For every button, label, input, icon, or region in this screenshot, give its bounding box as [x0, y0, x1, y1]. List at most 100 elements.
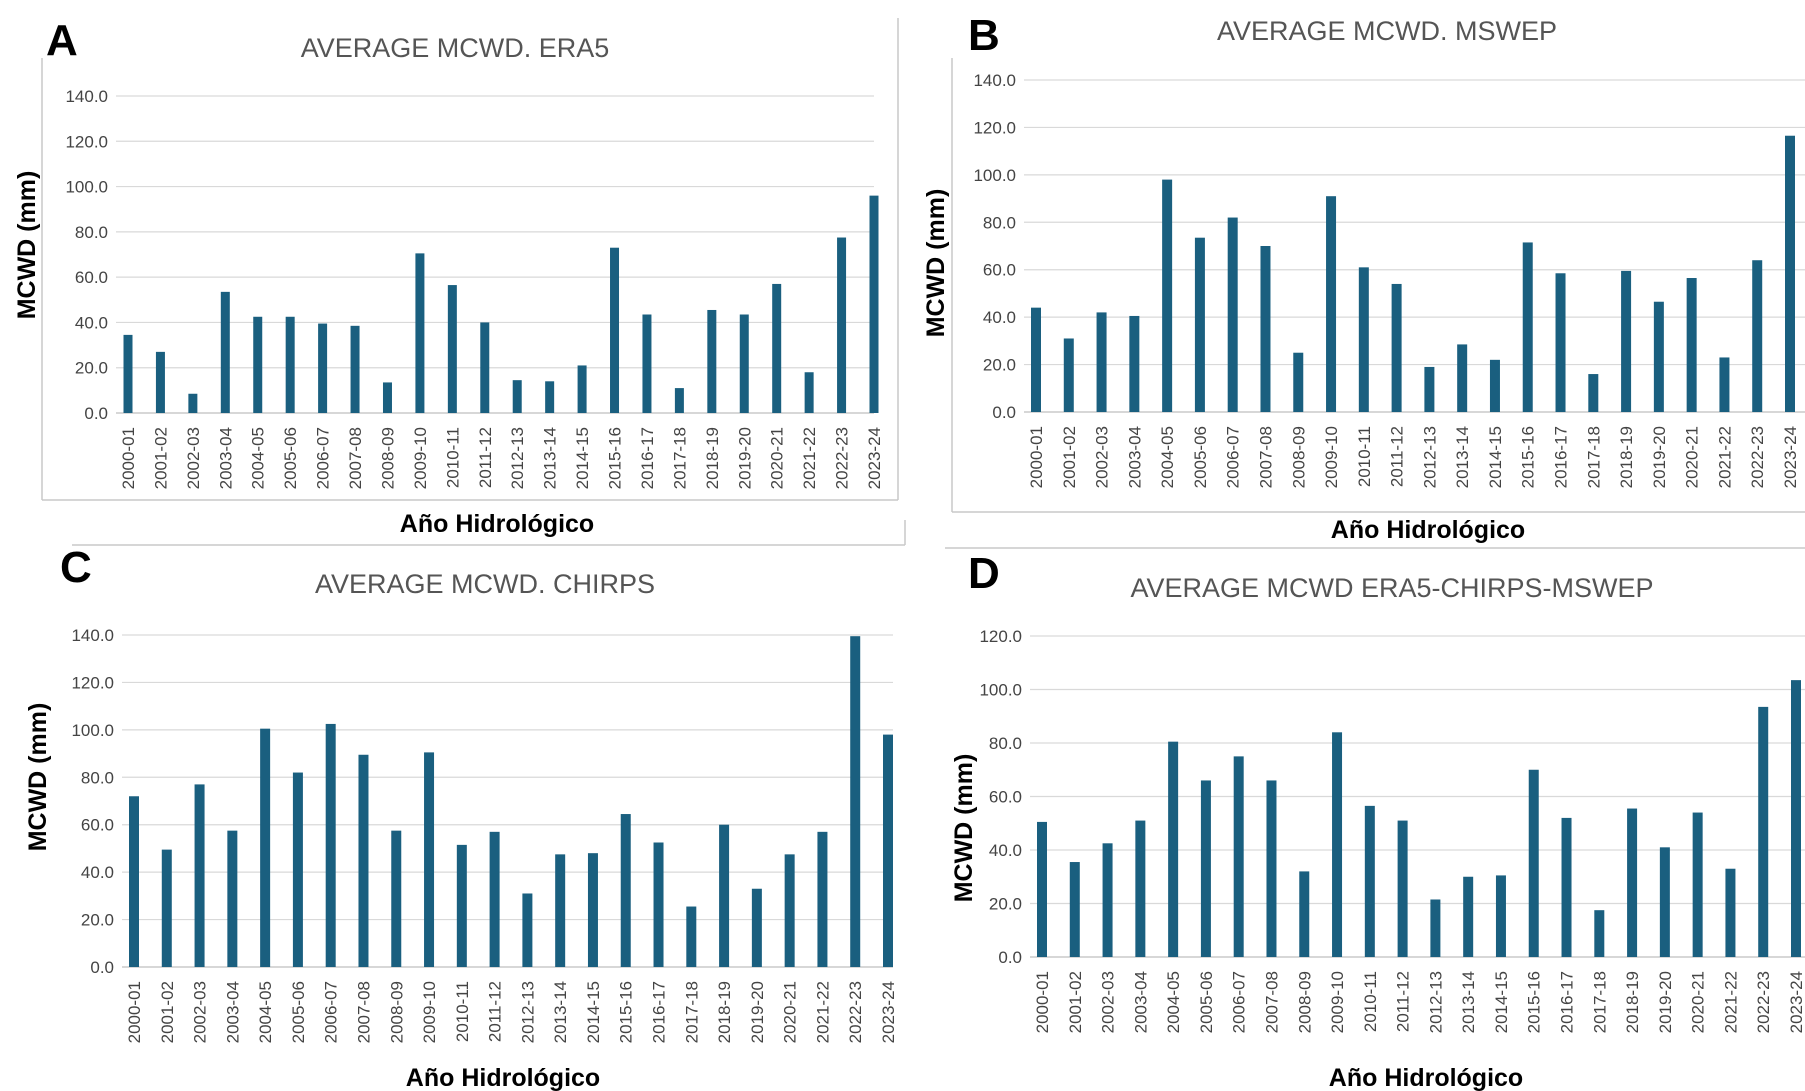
bar-2003-04	[220, 291, 230, 413]
bar-2022-23	[1758, 706, 1769, 957]
bar-2008-09	[1299, 871, 1310, 957]
bar-2012-13	[512, 380, 522, 413]
chart-title: AVERAGE MCWD. ERA5	[301, 33, 610, 63]
y-tick-label: 100.0	[979, 681, 1022, 700]
y-tick-label: 140.0	[973, 71, 1016, 90]
x-tick-label: 2010-11	[443, 427, 462, 488]
bar-2013-14	[545, 381, 555, 413]
x-tick-label: 2004-05	[256, 981, 275, 1043]
bar-2004-05	[253, 316, 263, 413]
bar-2003-04	[227, 830, 238, 967]
bar-2006-07	[325, 723, 336, 967]
y-tick-label: 20.0	[81, 911, 114, 930]
y-axis-ticks: 0.0 20.0 40.0 60.0 80.0 100.0 120.0 140.0	[973, 71, 1016, 422]
y-tick-label: 60.0	[983, 261, 1016, 280]
bar-2015-16	[1522, 242, 1533, 412]
x-tick-label: 2002-03	[1093, 426, 1112, 488]
chart-title: AVERAGE MCWD. CHIRPS	[315, 569, 655, 599]
x-tick-label: 2011-12	[476, 427, 495, 488]
bar-2006-07	[1233, 756, 1244, 957]
x-axis-label: Año Hidrológico	[406, 1064, 600, 1091]
x-tick-label: 2001-02	[151, 427, 170, 489]
x-tick-label: 2001-02	[1066, 971, 1085, 1033]
x-tick-label: 2023-24	[865, 427, 884, 489]
y-tick-label: 0.0	[992, 403, 1016, 422]
bar-2016-17	[653, 842, 664, 967]
bar-2000-01	[123, 334, 133, 413]
x-tick-label: 2009-10	[1328, 971, 1347, 1033]
bar-2005-06	[1194, 237, 1205, 412]
y-tick-label: 100.0	[71, 721, 114, 740]
y-axis-label: MCWD (mm)	[13, 171, 41, 320]
x-tick-label: 2023-24	[1781, 426, 1800, 488]
x-tick-label: 2013-14	[1459, 971, 1478, 1033]
y-tick-label: 80.0	[75, 223, 108, 242]
x-tick-label: 2004-05	[1164, 971, 1183, 1033]
x-tick-label: 2015-16	[617, 981, 636, 1043]
y-tick-label: 60.0	[75, 268, 108, 287]
y-tick-label: 0.0	[90, 958, 114, 977]
bar-2023-24	[883, 734, 893, 967]
x-tick-label: 2003-04	[1125, 426, 1144, 488]
bar-2005-06	[292, 772, 303, 967]
y-tick-label: 120.0	[71, 673, 114, 692]
x-tick-label: 2006-07	[314, 427, 333, 489]
y-tick-label: 80.0	[983, 213, 1016, 232]
y-axis-label: MCWD (mm)	[24, 703, 52, 852]
x-tick-label: 2017-18	[670, 427, 689, 489]
x-tick-label: 2018-19	[1623, 971, 1642, 1033]
bar-2009-10	[1326, 196, 1337, 412]
x-tick-label: 2016-17	[638, 427, 657, 489]
panel-letter: D	[968, 549, 1000, 598]
bar-2003-04	[1129, 315, 1140, 412]
bar-2012-13	[522, 893, 533, 967]
bar-2001-02	[161, 849, 172, 967]
bar-2000-01	[129, 796, 139, 967]
bar-2017-18	[1594, 910, 1605, 957]
bar-2008-09	[1293, 352, 1304, 412]
bar-2014-15	[577, 365, 587, 413]
x-tick-label: 2003-04	[1131, 971, 1150, 1033]
y-tick-label: 120.0	[65, 132, 108, 151]
x-tick-label: 2023-24	[879, 981, 898, 1043]
bars	[1031, 135, 1795, 412]
x-tick-label: 2014-15	[1486, 426, 1505, 488]
x-tick-label: 2005-06	[1197, 971, 1216, 1033]
chart-title: AVERAGE MCWD ERA5-CHIRPS-MSWEP	[1130, 573, 1653, 603]
y-axis-ticks: 0.0 20.0 40.0 60.0 80.0 100.0 120.0 140.0	[71, 626, 114, 977]
bar-2015-16	[1528, 769, 1539, 957]
bar-2013-14	[1457, 344, 1468, 412]
y-tick-label: 40.0	[989, 841, 1022, 860]
x-tick-label: 2006-07	[1224, 426, 1243, 488]
x-tick-label: 2015-16	[1525, 971, 1544, 1033]
x-tick-label: 2011-12	[1394, 971, 1413, 1032]
x-tick-label: 2018-19	[703, 427, 722, 489]
panel-frames	[41, 18, 1805, 549]
x-tick-label: 2007-08	[1256, 426, 1275, 488]
y-tick-label: 0.0	[998, 948, 1022, 967]
bar-2009-10	[1332, 732, 1343, 957]
chart-panel-a: A AVERAGE MCWD. ERA5 0.0 20.0 40.0 60.0 80.0…	[13, 16, 884, 538]
y-tick-label: 120.0	[979, 627, 1022, 646]
x-tick-label: 2015-16	[1519, 426, 1538, 488]
x-tick-label: 2009-10	[411, 427, 430, 489]
x-tick-label: 2008-09	[387, 981, 406, 1043]
x-tick-label: 2014-15	[584, 981, 603, 1043]
bar-2019-20	[739, 314, 749, 413]
bar-2012-13	[1424, 366, 1435, 412]
x-tick-label: 2020-21	[781, 981, 800, 1043]
x-tick-label: 2002-03	[1099, 971, 1118, 1033]
x-axis-label: Año Hidrológico	[1329, 1064, 1523, 1091]
x-tick-label: 2005-06	[289, 981, 308, 1043]
bar-2004-05	[260, 728, 271, 967]
bar-2020-21	[1686, 278, 1697, 412]
y-tick-label: 40.0	[81, 863, 114, 882]
gridlines	[1030, 635, 1805, 958]
bars	[1037, 680, 1801, 957]
bar-2013-14	[555, 854, 566, 967]
bar-2019-20	[751, 888, 762, 967]
x-tick-label: 2005-06	[281, 427, 300, 489]
bar-2017-18	[686, 906, 697, 967]
x-tick-label: 2017-18	[1584, 426, 1603, 488]
